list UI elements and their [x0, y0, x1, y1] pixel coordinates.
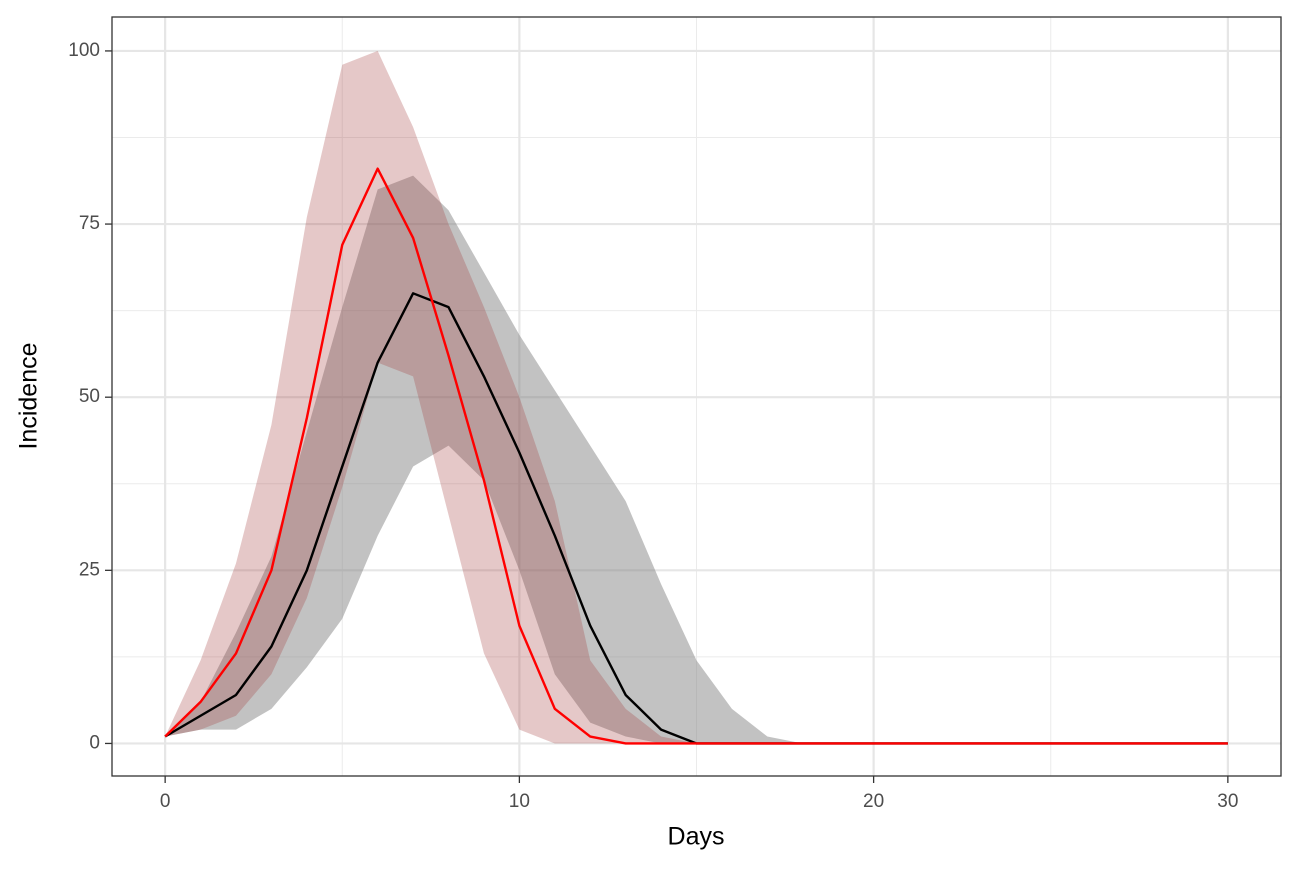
y-tick-label: 0	[89, 732, 100, 753]
axis-layer: 0 10 20 30 0 25 50 75 100	[68, 40, 1238, 812]
grid-layer	[112, 17, 1281, 776]
band-layer	[165, 50, 1228, 744]
panel-border	[111, 16, 1282, 777]
x-axis-title: Days	[668, 823, 725, 851]
x-tick-label: 10	[509, 791, 530, 812]
x-tick-label: 0	[160, 791, 171, 812]
line	[164, 167, 1228, 745]
y-tick-label: 50	[79, 386, 100, 407]
y-tick-label: 100	[68, 40, 100, 61]
x-tick-label: 20	[863, 791, 884, 812]
line-layer	[164, 167, 1228, 745]
x-tick-label: 30	[1217, 791, 1238, 812]
y-axis-title: Incidence	[15, 342, 43, 449]
ribbon	[165, 50, 1228, 744]
ribbon	[165, 175, 1228, 744]
y-tick-label: 25	[79, 559, 100, 580]
y-tick-label: 75	[79, 213, 100, 234]
